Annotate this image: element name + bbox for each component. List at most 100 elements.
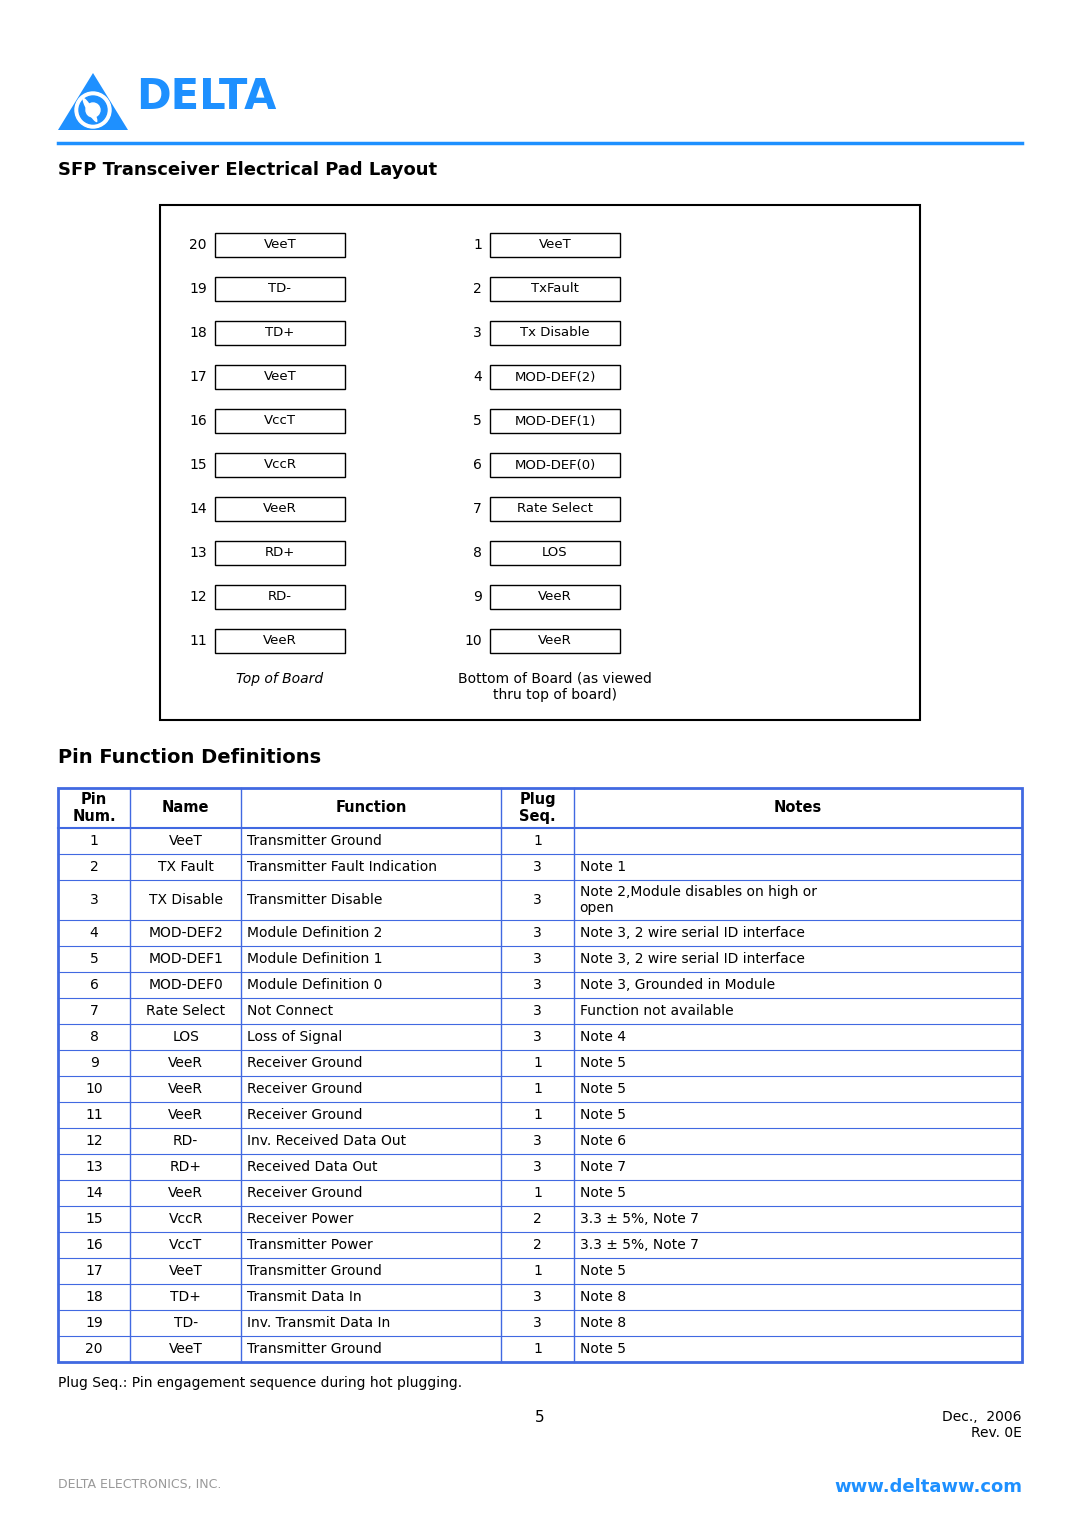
Text: Note 4: Note 4 [580, 1031, 625, 1044]
Text: MOD-DEF2: MOD-DEF2 [148, 925, 224, 941]
Text: 3: 3 [534, 951, 542, 967]
Text: Receiver Ground: Receiver Ground [247, 1057, 363, 1070]
Text: 9: 9 [473, 589, 482, 605]
Text: Tx Disable: Tx Disable [521, 327, 590, 339]
Text: Receiver Ground: Receiver Ground [247, 1083, 363, 1096]
Text: 5: 5 [536, 1409, 544, 1425]
Text: 3: 3 [534, 977, 542, 993]
Text: 3.3 ± 5%, Note 7: 3.3 ± 5%, Note 7 [580, 1212, 699, 1226]
Text: Module Definition 2: Module Definition 2 [247, 925, 382, 941]
Bar [490, 629, 620, 654]
Text: 3: 3 [534, 1290, 542, 1304]
Text: 13: 13 [189, 547, 207, 560]
Text: LOS: LOS [542, 547, 568, 559]
Text: SFP Transceiver Electrical Pad Layout: SFP Transceiver Electrical Pad Layout [58, 160, 437, 179]
Text: 1: 1 [90, 834, 98, 847]
Text: VeeT: VeeT [539, 238, 571, 252]
Bar [215, 629, 345, 654]
Text: 17: 17 [189, 370, 207, 383]
Text: MOD-DEF1: MOD-DEF1 [148, 951, 224, 967]
Text: Note 5: Note 5 [580, 1342, 625, 1356]
Text: 3: 3 [534, 1135, 542, 1148]
Text: 10: 10 [85, 1083, 103, 1096]
Circle shape [86, 102, 100, 118]
Text: Note 5: Note 5 [580, 1057, 625, 1070]
Bar [490, 541, 620, 565]
Polygon shape [58, 73, 129, 130]
Text: 6: 6 [473, 458, 482, 472]
Text: 1: 1 [534, 834, 542, 847]
Circle shape [75, 92, 111, 128]
Text: VeeR: VeeR [168, 1083, 203, 1096]
Text: Note 3, Grounded in Module: Note 3, Grounded in Module [580, 977, 774, 993]
Text: RD+: RD+ [170, 1161, 202, 1174]
Bar [215, 409, 345, 434]
Bar [215, 276, 345, 301]
Text: TX Disable: TX Disable [149, 893, 222, 907]
Text: 3: 3 [90, 893, 98, 907]
Text: Name: Name [162, 800, 210, 815]
Text: 4: 4 [473, 370, 482, 383]
Text: 3: 3 [534, 1031, 542, 1044]
Bar [490, 365, 620, 389]
Text: Transmitter Fault Indication: Transmitter Fault Indication [247, 860, 437, 873]
Text: VeeT: VeeT [264, 371, 296, 383]
Text: Transmitter Disable: Transmitter Disable [247, 893, 382, 907]
Text: DELTA: DELTA [136, 76, 276, 118]
Text: 19: 19 [189, 282, 207, 296]
Text: Note 8: Note 8 [580, 1290, 626, 1304]
Text: 18: 18 [189, 325, 207, 341]
Bar [215, 541, 345, 565]
Bar [215, 321, 345, 345]
Text: VccR: VccR [264, 458, 297, 472]
Text: Rate Select: Rate Select [517, 502, 593, 516]
Text: 3: 3 [534, 1003, 542, 1019]
Text: 20: 20 [85, 1342, 103, 1356]
Text: Note 8: Note 8 [580, 1316, 626, 1330]
Text: VeeT: VeeT [168, 1342, 203, 1356]
Text: 10: 10 [464, 634, 482, 647]
Text: 2: 2 [534, 1212, 542, 1226]
Text: RD+: RD+ [265, 547, 295, 559]
Bar [215, 585, 345, 609]
Text: VeeR: VeeR [538, 635, 572, 647]
Text: Module Definition 1: Module Definition 1 [247, 951, 382, 967]
Text: 12: 12 [85, 1135, 103, 1148]
Text: Note 2,Module disables on high or
open: Note 2,Module disables on high or open [580, 886, 816, 915]
Text: 16: 16 [85, 1238, 103, 1252]
Text: 3: 3 [473, 325, 482, 341]
Text: 2: 2 [534, 1238, 542, 1252]
Text: Note 7: Note 7 [580, 1161, 625, 1174]
Bar [490, 276, 620, 301]
Text: Transmitter Ground: Transmitter Ground [247, 1264, 382, 1278]
Text: Bottom of Board (as viewed
thru top of board): Bottom of Board (as viewed thru top of b… [458, 672, 652, 702]
Text: Rate Select: Rate Select [146, 1003, 226, 1019]
Text: DELTA ELECTRONICS, INC.: DELTA ELECTRONICS, INC. [58, 1478, 221, 1490]
Text: 13: 13 [85, 1161, 103, 1174]
Text: TD+: TD+ [266, 327, 295, 339]
Text: 4: 4 [90, 925, 98, 941]
Text: Top of Board: Top of Board [237, 672, 324, 686]
Text: 3: 3 [534, 925, 542, 941]
Text: 7: 7 [90, 1003, 98, 1019]
Text: RD-: RD- [173, 1135, 199, 1148]
Text: 18: 18 [85, 1290, 103, 1304]
Text: Transmitter Power: Transmitter Power [247, 1238, 373, 1252]
Text: Note 5: Note 5 [580, 1264, 625, 1278]
Text: VccT: VccT [264, 414, 296, 428]
Bar [215, 234, 345, 257]
Text: Note 3, 2 wire serial ID interface: Note 3, 2 wire serial ID interface [580, 925, 805, 941]
Text: VeeT: VeeT [168, 834, 203, 847]
Bar [160, 205, 920, 721]
Text: LOS: LOS [173, 1031, 199, 1044]
Text: Transmitter Ground: Transmitter Ground [247, 834, 382, 847]
Text: Transmit Data In: Transmit Data In [247, 1290, 362, 1304]
Text: 9: 9 [90, 1057, 98, 1070]
Text: www.deltaww.com: www.deltaww.com [834, 1478, 1022, 1496]
Text: 1: 1 [534, 1342, 542, 1356]
Bar [215, 496, 345, 521]
Text: Notes: Notes [773, 800, 822, 815]
Text: Note 1: Note 1 [580, 860, 626, 873]
Text: VeeR: VeeR [168, 1057, 203, 1070]
Text: 8: 8 [473, 547, 482, 560]
